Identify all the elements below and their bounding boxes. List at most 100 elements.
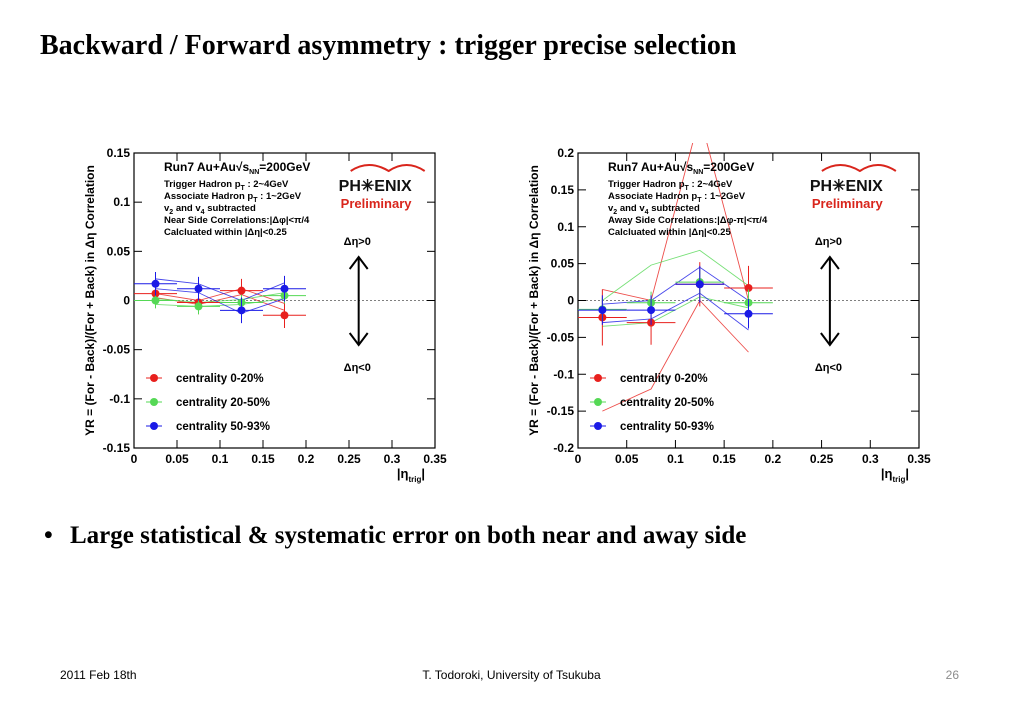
y-tick-label: 0.1 [557,220,574,234]
info-line: Run7 Au+Au√sNN​=200GeV [608,160,754,176]
data-point [744,283,753,292]
y-tick-label: -0.1 [109,392,130,406]
legend-marker [150,374,158,382]
bullet-symbol: • [44,522,53,549]
footer-author: T. Todoroki, University of Tsukuba [422,668,601,682]
systematic-lower-line [155,298,285,307]
bullet-text: Large statistical & systematic error on … [70,522,747,549]
y-tick-label: 0.2 [557,146,574,160]
data-point [280,284,289,293]
y-tick-label: 0.05 [551,257,575,271]
y-tick-label: 0.15 [551,183,575,197]
arrow-down-label: Δη<0 [815,362,842,374]
y-tick-label: 0.05 [107,244,131,258]
legend-label: centrality 0-20% [620,373,708,385]
x-tick-label: 0.1 [212,452,229,466]
systematic-lower-line [602,299,749,412]
info-line: v2​ and v4​ subtracted [608,203,700,216]
arrow-up-head [348,255,369,270]
preliminary-label: Preliminary [341,196,413,211]
y-tick-label: 0 [123,294,130,308]
x-tick-label: 0.2 [765,452,782,466]
legend-label: centrality 50-93% [176,421,270,433]
data-point [647,306,656,315]
x-axis-label: |ηtrig| [397,466,425,484]
systematic-lower-line [602,292,749,331]
info-line: Associate Hadron pT​ : 1~2GeV [608,191,746,204]
arrow-down-label: Δη<0 [344,362,371,374]
x-tick-label: 0.25 [810,452,834,466]
x-tick-label: 0.15 [251,452,275,466]
info-line: Near Side Correlations:|Δφ|<π/4 [164,215,310,226]
phenix-logo: PH✳ENIX [339,178,412,195]
bullet-point: • Large statistical & systematic error on… [44,522,1004,550]
info-line: v2​ and v4​ subtracted [164,203,256,216]
legend-marker [594,398,602,406]
legend-marker [594,422,602,430]
legend-marker [150,398,158,406]
page-number: 26 [945,668,959,682]
data-point [194,302,203,311]
info-line: Calcluated within |Δη|<0.25 [608,227,731,238]
legend-label: centrality 50-93% [620,421,714,433]
x-tick-label: 0.3 [384,452,401,466]
systematic-upper-line [602,143,749,302]
arrow-up-head [820,255,840,270]
data-point [151,279,160,288]
x-tick-label: 0.3 [862,452,879,466]
legend-label: centrality 20-50% [176,397,270,409]
y-axis-label: YR = (For - Back)/(For + Back) in Δη Cor… [83,165,97,436]
phenix-logo-arc [821,164,897,173]
arrow-up-label: Δη>0 [344,236,371,248]
info-line: Trigger Hadron pT​ : 2~4GeV [608,179,733,192]
info-line: Away Side Correlations:|Δφ-π|<π/4 [608,215,768,226]
y-axis-label: YR = (For - Back)/(For + Back) in Δη Cor… [527,165,541,436]
info-line: Trigger Hadron pT​ : 2~4GeV [164,179,289,192]
arrow-down-head [348,332,369,347]
data-point [151,296,160,305]
phenix-logo: PH✳ENIX [810,178,883,195]
data-point [237,306,246,315]
arrow-up-label: Δη>0 [815,236,842,248]
x-tick-label: 0.1 [667,452,684,466]
y-tick-label: 0 [567,294,574,308]
data-point [744,309,753,318]
systematic-upper-line [602,249,749,301]
data-point [237,286,246,295]
x-tick-label: 0.35 [907,452,931,466]
y-tick-label: 0.1 [113,195,130,209]
x-tick-label: 0.35 [423,452,447,466]
y-tick-label: -0.2 [553,441,574,455]
legend-label: centrality 20-50% [620,397,714,409]
phenix-logo-arc [350,164,426,173]
x-tick-label: 0.15 [712,452,736,466]
slide-title: Backward / Forward asymmetry : trigger p… [40,30,737,61]
data-point [598,306,607,315]
legend-marker [150,422,158,430]
x-tick-label: 0.05 [615,452,639,466]
x-tick-label: 0.25 [337,452,361,466]
x-axis-label: |ηtrig| [881,466,909,484]
y-tick-label: -0.15 [547,404,575,418]
info-line: Calcluated within |Δη|<0.25 [164,227,287,238]
systematic-upper-line [155,278,285,301]
footer-date: 2011 Feb 18th [60,668,137,682]
legend-label: centrality 0-20% [176,373,264,385]
preliminary-label: Preliminary [812,196,884,211]
plot-near-side: 0 0.05 0.1 0.15 0.2 0.25 0.3 0.35 -0.15 -0.1 -0.05… [83,146,447,484]
data-point [194,284,203,293]
y-tick-label: -0.05 [103,343,131,357]
x-tick-label: 0.05 [165,452,189,466]
y-tick-label: -0.1 [553,367,574,381]
data-point [280,311,289,320]
x-tick-label: 0.2 [298,452,315,466]
x-tick-label: 0 [575,452,582,466]
y-tick-label: 0.15 [107,146,131,160]
info-line: Associate Hadron pT​ : 1~2GeV [164,191,302,204]
arrow-down-head [820,332,840,347]
data-point [695,280,704,289]
legend-marker [594,374,602,382]
y-tick-label: -0.05 [547,330,575,344]
y-tick-label: -0.15 [103,441,131,455]
plot-away-side: 0 0.05 0.1 0.15 0.2 0.25 0.3 0.35 -0.2 -0.15 -0.1 -… [527,143,931,484]
